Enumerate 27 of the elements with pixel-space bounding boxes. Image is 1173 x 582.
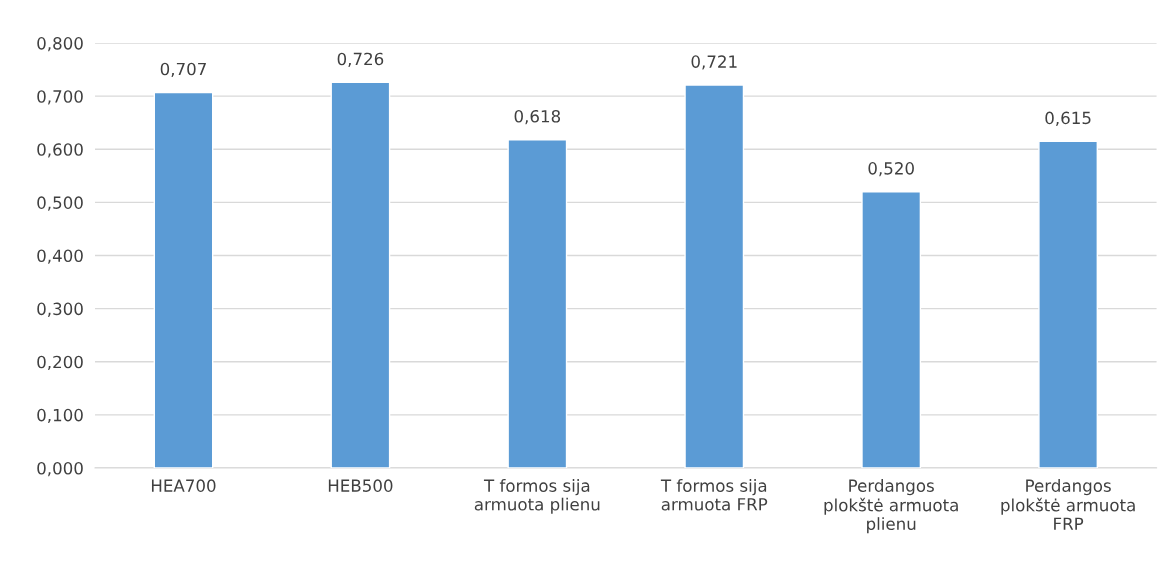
bar <box>684 84 745 468</box>
y-tick-label: 0,300 <box>37 302 83 317</box>
y-tick-label: 0,700 <box>37 90 83 105</box>
x-tick-label: HEB500 <box>328 479 393 492</box>
data-label: 0,726 <box>337 52 384 67</box>
y-tick-label: 0,200 <box>37 355 83 370</box>
y-tick-label: 0,600 <box>37 143 83 158</box>
data-label: 0,520 <box>868 162 914 177</box>
y-tick-label: 0,000 <box>37 461 83 477</box>
data-label: 0,721 <box>691 55 737 70</box>
data-label: 0,618 <box>514 110 561 125</box>
x-tick-label: HEA700 <box>151 479 216 492</box>
y-tick-label: 0,500 <box>37 196 83 211</box>
bar <box>861 191 922 468</box>
bar <box>153 91 214 468</box>
x-tick-label: Perdangos plokštė armuota plienu <box>824 479 958 534</box>
data-label: 0,707 <box>160 62 206 78</box>
y-tick-label: 0,800 <box>37 37 83 52</box>
x-tick-label: T formos sija armuota plienu <box>474 479 600 514</box>
x-tick-label: T formos sija armuota FRP <box>660 479 768 511</box>
bar <box>1038 140 1099 468</box>
x-tick-label: Perdangos plokštė armuota FRP <box>1001 479 1135 530</box>
bar <box>507 139 568 468</box>
data-label: 0,615 <box>1045 111 1091 126</box>
y-tick-label: 0,400 <box>37 249 83 264</box>
bar <box>330 81 391 468</box>
y-tick-label: 0,100 <box>37 408 83 424</box>
